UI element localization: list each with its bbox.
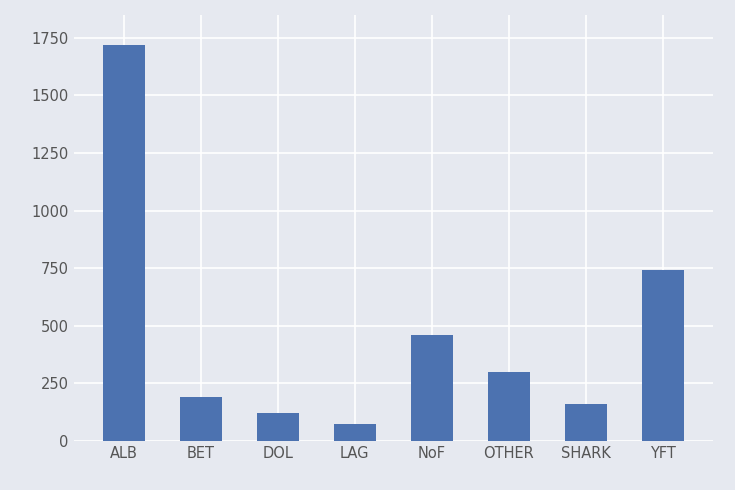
Bar [257,414,299,441]
Bar [334,424,376,441]
Bar [179,397,222,441]
Bar [642,270,684,441]
Bar [564,404,607,441]
Bar [487,372,530,441]
Bar [411,335,453,441]
Bar [103,45,145,441]
